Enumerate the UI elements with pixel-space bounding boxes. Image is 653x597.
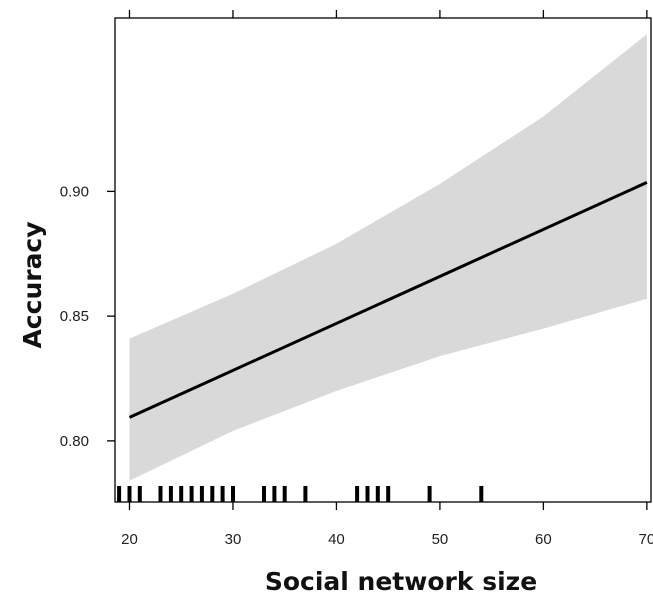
rug-mark <box>272 486 277 502</box>
rug-mark <box>386 486 391 502</box>
y-tick-label: 0.85 <box>60 308 89 325</box>
x-axis-title: Social network size <box>265 567 537 596</box>
rug-mark <box>189 486 194 502</box>
y-axis-title: Accuracy <box>18 221 47 348</box>
x-tick-label: 30 <box>225 531 242 548</box>
rug-mark <box>355 486 360 502</box>
y-tick-label: 0.90 <box>60 183 89 200</box>
rug-mark <box>179 486 184 502</box>
x-tick-label: 60 <box>535 531 552 548</box>
rug-mark <box>231 486 235 502</box>
x-tick-label: 40 <box>328 531 345 548</box>
rug-mark <box>262 486 266 502</box>
x-tick-label: 50 <box>432 531 449 548</box>
rug-mark <box>199 486 204 502</box>
x-axis: 20 30 40 50 60 70 <box>121 10 653 548</box>
rug-mark <box>365 486 370 502</box>
rug-mark <box>479 486 484 502</box>
rug-mark <box>117 486 122 502</box>
fit-line <box>128 181 648 419</box>
rug-mark <box>303 486 308 502</box>
rug-mark <box>168 486 173 502</box>
confidence-band <box>129 34 647 481</box>
rug-mark <box>282 486 287 502</box>
plot-frame <box>114 17 652 503</box>
rug-mark <box>220 486 225 502</box>
rug-mark <box>210 486 215 502</box>
x-tick-label: 20 <box>121 531 138 548</box>
rug-mark <box>127 486 132 502</box>
rug-mark <box>137 486 142 502</box>
plot-area <box>117 34 648 502</box>
rug-mark <box>375 486 380 502</box>
y-axis: 0.80 0.85 0.90 <box>60 183 115 450</box>
y-tick-label: 0.80 <box>60 433 89 450</box>
rug-mark <box>427 486 432 502</box>
x-tick-label: 70 <box>639 531 653 548</box>
rug-mark <box>158 486 163 502</box>
